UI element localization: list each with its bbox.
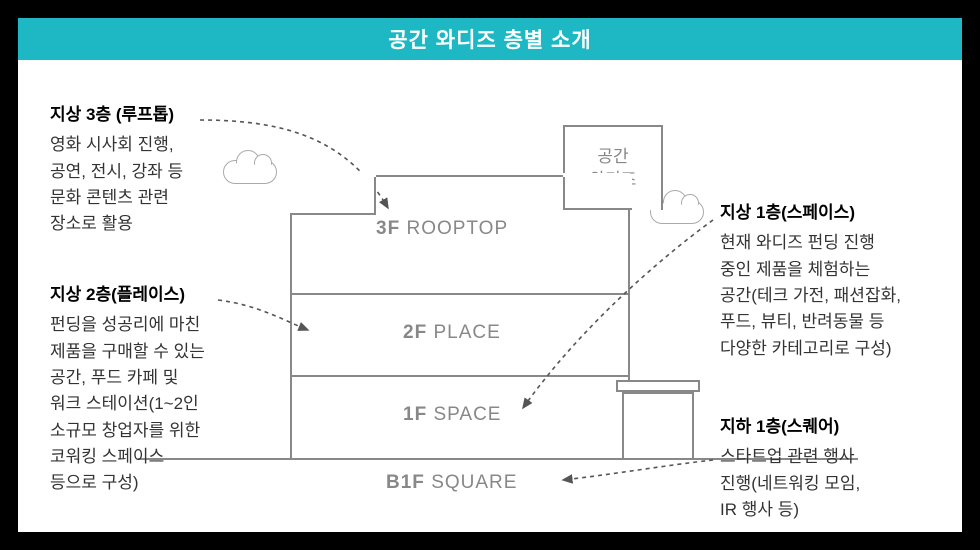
rooftop-step-right bbox=[563, 175, 632, 210]
annotation-3f: 지상 3층 (루프톱) 영화 시사회 진행, 공연, 전시, 강좌 등 문화 콘… bbox=[50, 102, 183, 238]
header-title: 공간 와디즈 층별 소개 bbox=[388, 24, 591, 54]
side-structure-cap bbox=[616, 380, 700, 392]
annotation-body: 현재 와디즈 펀딩 진행 중인 제품을 체험하는 공간(테크 가전, 패션잡화,… bbox=[720, 230, 901, 362]
floor-divider bbox=[290, 375, 630, 377]
annotation-2f: 지상 2층(플레이스) 펀딩을 성공리에 마친 제품을 구매할 수 있는 공간,… bbox=[50, 282, 205, 497]
side-structure bbox=[622, 392, 694, 458]
annotation-heading: 지상 1층(스페이스) bbox=[720, 200, 901, 226]
annotation-heading: 지하 1층(스퀘어) bbox=[720, 414, 860, 440]
infographic-frame: 공간 와디즈 층별 소개 공간 와디즈 3F ROOPTOP 2F PLACE … bbox=[18, 18, 962, 532]
content-area: 공간 와디즈 3F ROOPTOP 2F PLACE 1F SPACE B1F … bbox=[18, 60, 962, 532]
arrow-to-b1f bbox=[563, 460, 713, 480]
annotation-b1f: 지하 1층(스퀘어) 스타트업 관련 행사 진행(네트워킹 모임, IR 행사 … bbox=[720, 414, 860, 523]
rooftop-step-left-cover bbox=[290, 173, 376, 177]
annotation-heading: 지상 2층(플레이스) bbox=[50, 282, 205, 308]
cloud-icon bbox=[223, 160, 277, 184]
rooftop-step-right-cover bbox=[563, 173, 630, 177]
annotation-body: 펀딩을 성공리에 마친 제품을 구매할 수 있는 공간, 푸드 카페 및 워크 … bbox=[50, 312, 205, 496]
annotation-body: 영화 시사회 진행, 공연, 전시, 강좌 등 문화 콘텐츠 관련 장소로 활용 bbox=[50, 132, 183, 237]
annotation-body: 스타트업 관련 행사 진행(네트워킹 모임, IR 행사 등) bbox=[720, 444, 860, 523]
header-bar: 공간 와디즈 층별 소개 bbox=[18, 18, 962, 60]
floor-label-3f: 3F ROOPTOP bbox=[376, 218, 508, 240]
floor-label-2f: 2F PLACE bbox=[403, 322, 501, 344]
annotation-heading: 지상 3층 (루프톱) bbox=[50, 102, 183, 128]
annotation-1f: 지상 1층(스페이스) 현재 와디즈 펀딩 진행 중인 제품을 체험하는 공간(… bbox=[720, 200, 901, 362]
floor-divider bbox=[290, 293, 630, 295]
floor-label-b1f: B1F SQUARE bbox=[386, 472, 517, 494]
floor-label-1f: 1F SPACE bbox=[403, 404, 501, 426]
rooftop-step-left bbox=[290, 175, 376, 215]
